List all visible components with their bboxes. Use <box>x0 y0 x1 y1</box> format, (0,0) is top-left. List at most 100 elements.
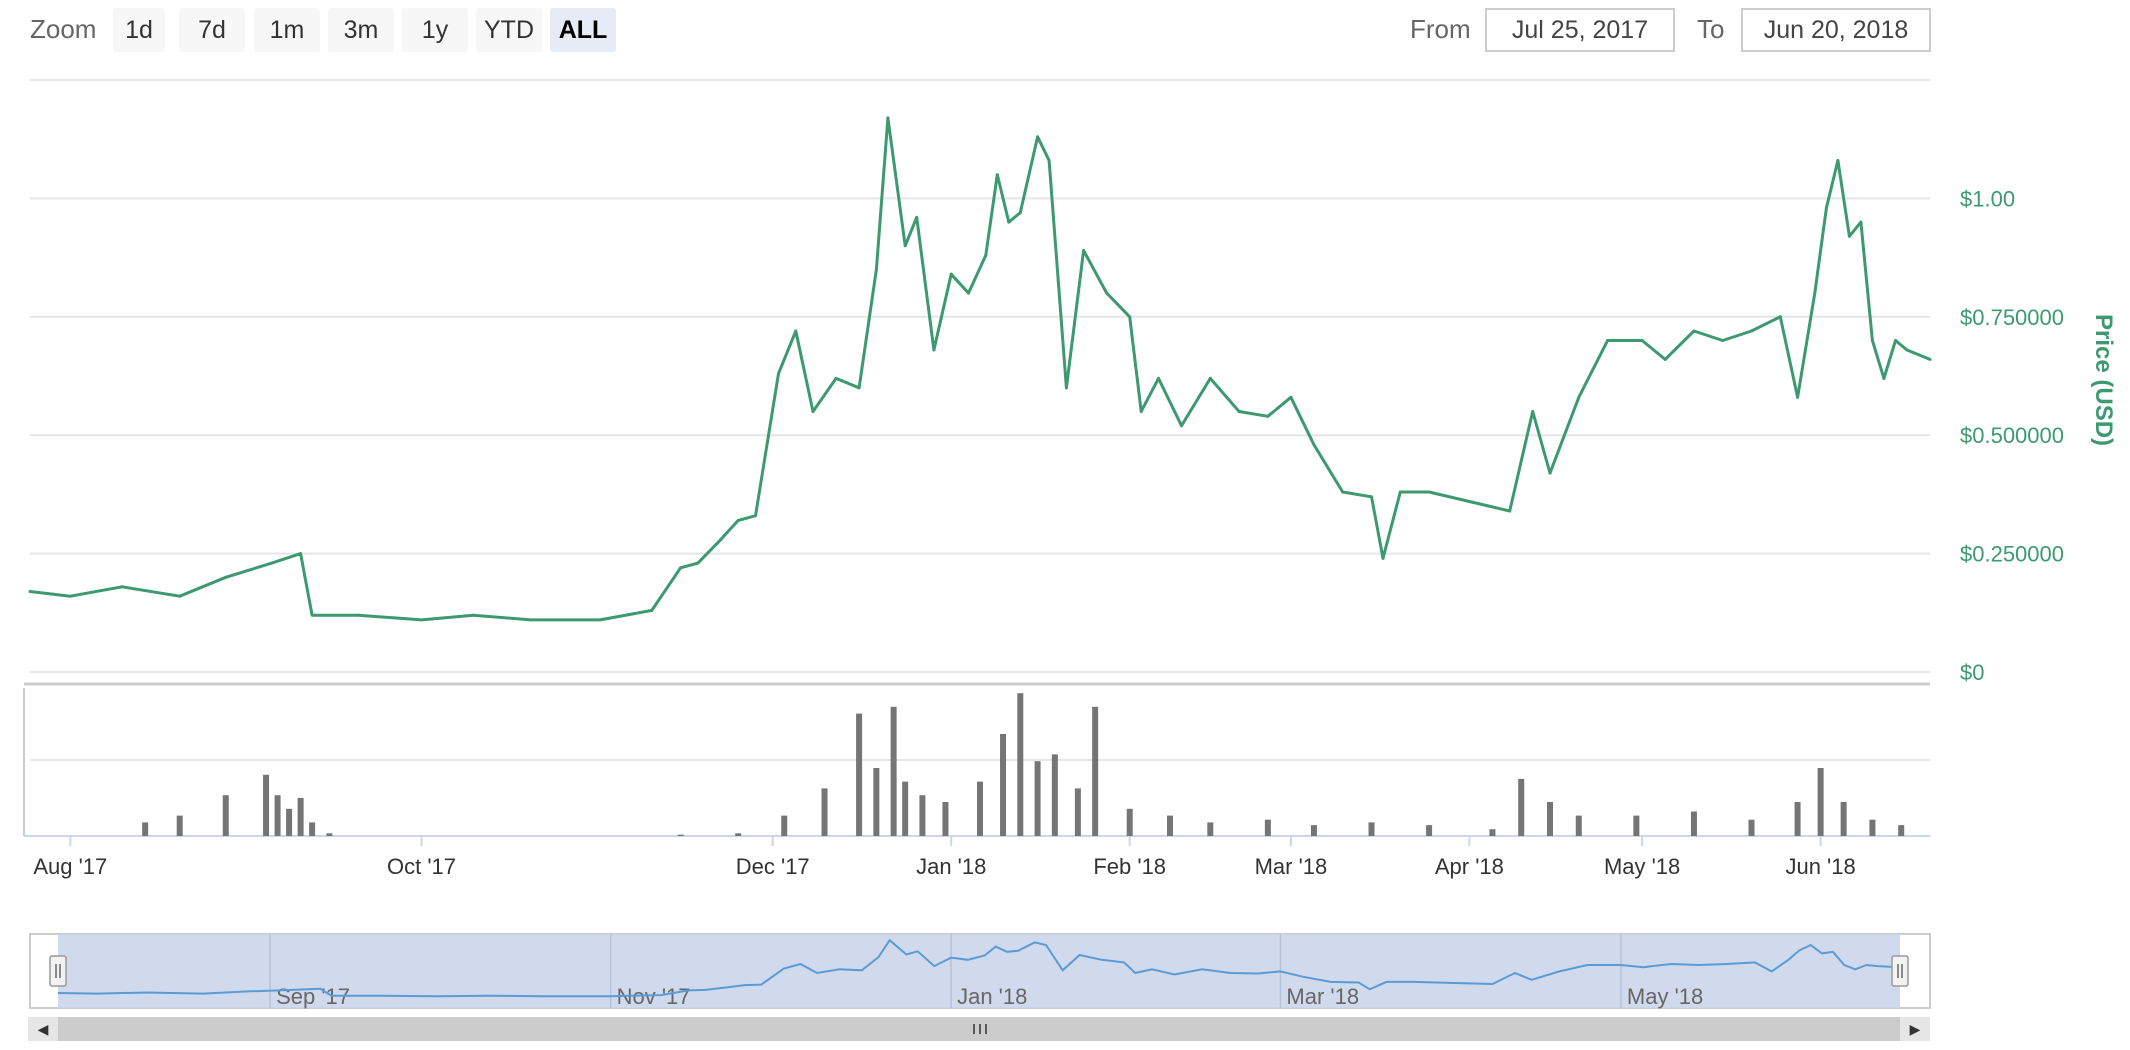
price-point <box>834 376 838 380</box>
volume-bar <box>1092 706 1099 836</box>
volume-bar <box>1748 819 1755 836</box>
to-label: To <box>1697 14 1725 44</box>
x-tick-label: Jan '18 <box>916 854 986 879</box>
price-point <box>679 566 683 570</box>
volume-bar <box>1074 788 1081 836</box>
price-point <box>299 552 303 556</box>
zoom-1d-button[interactable]: 1d <box>113 8 165 52</box>
price-point <box>794 329 798 333</box>
volume-bar <box>902 781 909 836</box>
price-point <box>120 585 124 589</box>
volume-bar <box>1310 825 1317 836</box>
x-tick-label: Oct '17 <box>387 854 456 879</box>
price-series <box>28 116 1932 622</box>
navigator[interactable]: Sep '17 Nov '17 Jan '18 Mar '18 May '18 <box>29 933 1931 1041</box>
price-point <box>903 244 907 248</box>
price-point <box>1180 424 1184 428</box>
volume-bar <box>297 797 304 836</box>
price-point <box>1007 220 1011 224</box>
volume-bar <box>977 781 983 836</box>
navigator-tick-label: Jan '18 <box>957 984 1027 1009</box>
price-point <box>776 372 780 376</box>
range-selector-toolbar: Zoom 1d 7d 1m 3m 1y YTD ALL From Jul 25,… <box>0 0 2130 80</box>
price-point <box>310 613 314 617</box>
navigator-left-handle[interactable] <box>49 955 67 987</box>
price-point <box>224 575 228 579</box>
volume-bar <box>1368 822 1375 836</box>
volume-bar <box>821 788 828 836</box>
price-point <box>420 618 424 622</box>
volume-bar <box>222 795 229 836</box>
zoom-3m-button[interactable]: 3m <box>328 8 394 52</box>
volume-bar <box>1207 822 1214 836</box>
zoom-ytd-button[interactable]: YTD <box>476 8 542 52</box>
volume-bar <box>1426 825 1433 836</box>
volume-bar <box>1869 819 1876 836</box>
x-tick-label: Apr '18 <box>1435 854 1504 879</box>
price-point <box>1266 414 1270 418</box>
price-point <box>1398 490 1402 494</box>
price-point <box>1036 135 1040 139</box>
volume-bar <box>1126 808 1133 836</box>
scroll-right-button[interactable]: ▶ <box>1900 1017 1930 1041</box>
scroll-left-button[interactable]: ◀ <box>28 1017 58 1041</box>
zoom-label: Zoom <box>30 14 97 44</box>
price-point <box>995 173 999 177</box>
volume-bar <box>1017 693 1024 836</box>
price-point <box>1064 386 1068 390</box>
zoom-1m-button[interactable]: 1m <box>254 8 320 52</box>
zoom-1y-button[interactable]: 1y <box>402 8 468 52</box>
price-point <box>1508 509 1512 513</box>
price-point <box>949 272 953 276</box>
volume-bar <box>942 802 949 836</box>
price-point <box>1663 357 1667 361</box>
price-point <box>1824 206 1828 210</box>
price-point <box>886 116 890 120</box>
price-point <box>270 561 274 565</box>
price-point <box>1928 357 1932 361</box>
navigator-tick-label: Mar '18 <box>1286 984 1359 1009</box>
price-point <box>857 386 861 390</box>
x-tick-label: May '18 <box>1604 854 1680 879</box>
navigator-tick-label: May '18 <box>1627 984 1703 1009</box>
price-point <box>1893 338 1897 342</box>
x-tick-label: Dec '17 <box>736 854 810 879</box>
scrollbar-thumb[interactable] <box>58 1017 1900 1041</box>
y-tick-label: $0.750000 <box>1960 305 2064 330</box>
from-date-input[interactable]: Jul 25, 2017 <box>1485 8 1675 52</box>
price-point <box>1018 211 1022 215</box>
price-point <box>1047 159 1051 163</box>
price-point <box>471 613 475 617</box>
price-point <box>984 253 988 257</box>
price-point <box>1836 159 1840 163</box>
volume-bar <box>309 822 316 836</box>
price-point <box>1156 376 1160 380</box>
price-point <box>356 613 360 617</box>
price-point <box>1606 338 1610 342</box>
volume-bar <box>1000 734 1007 836</box>
price-point <box>1467 500 1471 504</box>
price-point <box>68 594 72 598</box>
price-point <box>1870 338 1874 342</box>
to-date-input[interactable]: Jun 20, 2018 <box>1741 8 1931 52</box>
y-tick-label: $0 <box>1960 660 1984 685</box>
from-label: From <box>1410 14 1471 44</box>
zoom-all-button[interactable]: ALL <box>550 8 616 52</box>
grid-lines <box>23 79 1930 837</box>
price-point <box>1859 220 1863 224</box>
volume-bar <box>890 706 897 836</box>
volume-bar <box>1794 802 1801 836</box>
price-point <box>1750 329 1754 333</box>
price-point <box>1341 490 1345 494</box>
price-point <box>1813 291 1817 295</box>
navigator-right-handle[interactable] <box>1891 955 1909 987</box>
volume-bar <box>1633 815 1640 836</box>
price-point <box>1721 338 1725 342</box>
price-point <box>915 215 919 219</box>
price-point <box>1128 315 1132 319</box>
price-point <box>1381 556 1385 560</box>
price-point <box>1370 495 1374 499</box>
price-point <box>598 618 602 622</box>
zoom-7d-button[interactable]: 7d <box>179 8 245 52</box>
volume-bar <box>1575 815 1582 836</box>
